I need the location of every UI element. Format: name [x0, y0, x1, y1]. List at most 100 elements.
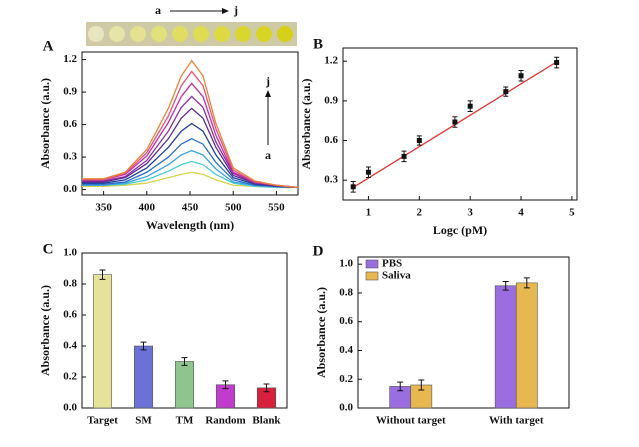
annotation: a	[265, 148, 271, 162]
vial	[193, 26, 209, 42]
annotation: j	[233, 3, 238, 17]
x-tick-label: 500	[225, 202, 242, 214]
data-point	[350, 184, 356, 190]
y-tick-label: 0.2	[63, 371, 77, 383]
y-tick-label: 0.6	[339, 315, 353, 327]
plot-frame	[342, 47, 578, 201]
vial	[214, 26, 230, 42]
error-bar	[263, 383, 270, 393]
data-point	[452, 119, 458, 125]
x-tick-label: 1	[366, 207, 372, 219]
panel-label: A	[43, 38, 54, 54]
y-axis-title: Absorbance (a.u.)	[314, 287, 328, 378]
data-point	[401, 153, 407, 159]
vial	[172, 26, 188, 42]
x-tick-label: 450	[182, 202, 199, 214]
panel-label: C	[43, 241, 54, 257]
x-tick-label: Random	[205, 415, 245, 427]
x-axis-title: Wavelength (nm)	[146, 218, 234, 232]
spectrum-line	[82, 137, 299, 189]
vial	[109, 26, 125, 42]
legend-swatch	[365, 271, 379, 281]
panel-label: D	[313, 243, 324, 259]
y-tick-label: 0.6	[324, 134, 338, 146]
error-bar	[181, 357, 188, 366]
x-tick-label: 4	[518, 207, 524, 219]
x-tick-label: Blank	[252, 415, 281, 427]
bar	[133, 345, 154, 409]
y-tick-label: 0.0	[63, 402, 77, 414]
y-tick-label: 0.6	[63, 309, 77, 321]
data-point	[365, 169, 371, 175]
legend-swatch	[365, 259, 379, 269]
vial	[256, 26, 272, 42]
error-bar	[140, 341, 147, 351]
y-axis-title: Absorbance (a.u.)	[299, 78, 313, 169]
data-point	[467, 103, 473, 109]
arrow-annotation	[265, 90, 271, 145]
x-tick-label: Without target	[376, 415, 446, 427]
x-tick-label: With target	[489, 415, 544, 427]
x-axis-title: Logc (pM)	[433, 223, 487, 237]
x-tick-label: Target	[87, 415, 118, 427]
y-tick-label: 1.0	[339, 258, 353, 270]
y-tick-label: 1.2	[324, 55, 338, 67]
spectrum-line	[82, 160, 298, 189]
y-tick-label: 0.4	[339, 344, 353, 356]
legend-label: Saliva	[382, 270, 411, 282]
y-tick-label: 0.8	[339, 286, 353, 298]
annotation: a	[155, 3, 161, 17]
y-tick-label: 0.6	[63, 118, 77, 130]
vial	[88, 26, 104, 42]
plot-frame	[357, 256, 570, 409]
y-tick-label: 0.9	[63, 86, 77, 98]
bar	[174, 361, 195, 409]
panel-label: B	[313, 36, 323, 52]
y-tick-label: 0.0	[63, 183, 77, 195]
data-point	[503, 89, 509, 95]
bar	[515, 282, 538, 409]
arrow-head	[265, 90, 271, 97]
vial	[151, 26, 167, 42]
error-bar	[418, 379, 425, 391]
legend-label: PBS	[382, 258, 402, 270]
x-tick-label: 350	[95, 202, 112, 214]
annotation: j	[265, 74, 270, 88]
y-axis-title: Absorbance (a.u.)	[38, 285, 52, 376]
data-point	[518, 73, 524, 79]
vial	[277, 26, 293, 42]
x-tick-label: 3	[467, 207, 473, 219]
vial	[130, 26, 146, 42]
y-tick-label: 0.8	[63, 278, 77, 290]
x-tick-label: 400	[139, 202, 156, 214]
error-bar	[222, 380, 229, 390]
y-tick-label: 1.2	[63, 53, 77, 65]
x-tick-label: 2	[417, 207, 423, 219]
data-point	[416, 138, 422, 144]
y-tick-label: 0.9	[324, 94, 338, 106]
bar	[92, 274, 113, 409]
spectrum-line	[82, 95, 299, 189]
error-bar	[397, 381, 404, 392]
spectrum-line	[82, 59, 299, 189]
y-tick-label: 0.3	[324, 174, 338, 186]
vial-strip	[86, 8, 297, 46]
bar	[494, 285, 517, 409]
y-tick-label: 0.3	[63, 151, 77, 163]
spectrum-line	[82, 122, 299, 189]
error-bar	[99, 269, 106, 280]
y-axis-title: Absorbance (a.u.)	[38, 78, 52, 169]
spectrum-line	[82, 70, 299, 189]
strip-arrow-head	[222, 8, 229, 14]
y-tick-label: 0.4	[63, 340, 77, 352]
x-tick-label: 5	[569, 207, 575, 219]
x-tick-label: TM	[176, 415, 194, 427]
x-tick-label: 550	[268, 202, 285, 214]
error-bar	[523, 277, 530, 289]
y-tick-label: 0.0	[339, 402, 353, 414]
data-point	[554, 60, 560, 66]
y-tick-label: 1.0	[63, 247, 77, 259]
vial	[235, 26, 251, 42]
error-bar	[502, 280, 509, 291]
